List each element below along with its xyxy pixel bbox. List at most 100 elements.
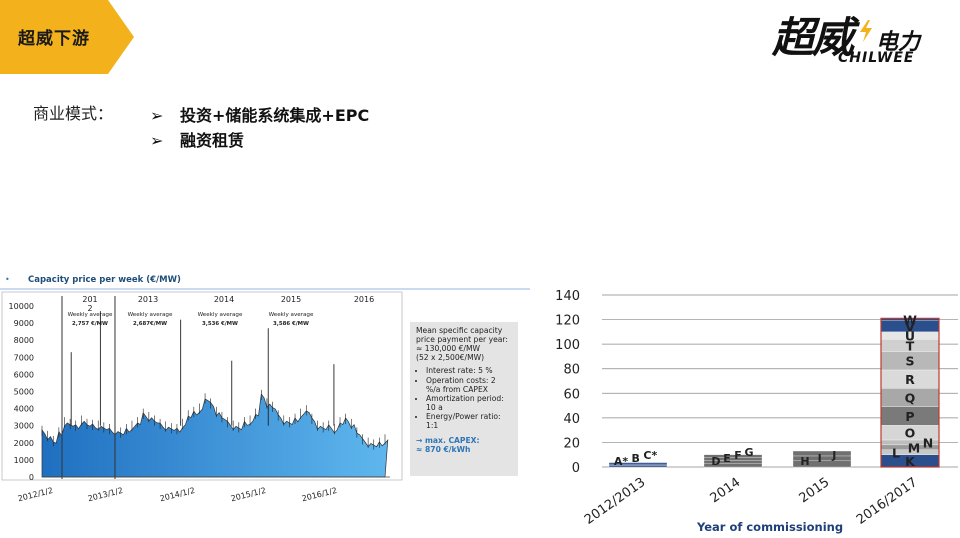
business-model-label: 商业模式： <box>33 104 114 123</box>
year-label-line: 2 <box>87 304 92 313</box>
segment-label: G <box>744 446 753 459</box>
bar-segment <box>703 454 763 458</box>
info-bullet: Amortization period: 10 a <box>426 394 512 412</box>
segment-label: I <box>818 452 822 465</box>
info-box: Mean specific capacity price payment per… <box>410 322 518 476</box>
segment-label: K <box>905 454 916 469</box>
segment-label: O <box>905 426 916 441</box>
y-tick-label: 120 <box>555 314 580 329</box>
y-tick-label: 0 <box>29 473 34 482</box>
area-series <box>41 393 389 478</box>
y-tick-label: 0 <box>572 461 580 476</box>
year-label-line: 2013 <box>138 295 158 304</box>
business-item-2: ➢ 融资租赁 <box>150 127 244 151</box>
info-capex-line-2: ≈ 870 €/kWh <box>416 445 471 455</box>
info-bullet: Interest rate: 5 % <box>426 366 512 375</box>
segment-label: B <box>631 452 639 465</box>
y-tick-label: 3000 <box>14 422 34 431</box>
year-label-line: 2014 <box>214 295 234 304</box>
year-label-line: 2015 <box>281 295 301 304</box>
section-tag-label: 超威下游 <box>18 29 90 49</box>
business-item-1: ➢ 投资+储能系统集成+EPC <box>150 102 369 126</box>
x-tick-label: 2014 <box>708 475 744 506</box>
info-line-2: ≈ 130,000 €/MW <box>416 344 481 354</box>
segment-label: L <box>892 445 900 460</box>
y-tick-label: 8000 <box>14 336 34 345</box>
weekly-average-value: 3,536 €/MW <box>202 321 238 327</box>
weekly-average-label: Weekly average <box>269 312 314 318</box>
y-tick-label: 100 <box>555 338 580 353</box>
segment-label: H <box>800 455 809 468</box>
section-tag <box>0 0 134 74</box>
bar-segment <box>608 462 668 465</box>
y-tick-label: 1000 <box>14 456 34 465</box>
segment-label: W <box>903 313 917 328</box>
chart-title: Capacity price per week (€/MW) <box>28 275 181 285</box>
y-tick-label: 60 <box>563 387 580 402</box>
arrow-bullet-icon: ➢ <box>150 131 164 150</box>
weekly-average-value: 2,757 €/MW <box>72 321 108 327</box>
segment-label: J <box>831 449 836 462</box>
y-tick-label: 2000 <box>14 439 34 448</box>
info-capex-line-1: → max. CAPEX: <box>416 436 480 446</box>
chart-title-bullet: • <box>5 275 10 284</box>
segment-label: Q <box>905 391 916 406</box>
segment-label: E <box>723 452 731 465</box>
segment-label: T <box>906 338 915 353</box>
y-tick-label: 140 <box>555 289 580 304</box>
info-bullets: Interest rate: 5 % Operation costs: 2 %/… <box>416 366 512 430</box>
segment-label: U <box>905 329 915 344</box>
weekly-average-label: Weekly average <box>68 312 113 318</box>
year-label: 2015 <box>281 295 301 304</box>
lightning-bolt-icon <box>860 20 872 42</box>
x-axis-label: Year of commissioning <box>696 520 843 534</box>
arrow-bullet-icon: ➢ <box>150 106 164 125</box>
segment-label: V <box>905 319 915 334</box>
segment-label: P <box>905 409 914 424</box>
business-item-text: 投资+储能系统集成+EPC <box>180 106 370 125</box>
x-tick-label: 2015/1/2 <box>230 486 267 503</box>
segment-label: C* <box>643 449 657 462</box>
x-tick-label: 2016/2017 <box>854 475 920 528</box>
segment-label: R <box>905 372 915 387</box>
weekly-average-value: 3,586 €/MW <box>273 321 309 327</box>
year-label: 2014 <box>214 295 234 304</box>
year-label-line: 2016 <box>354 295 374 304</box>
business-item-text: 融资租赁 <box>180 131 245 150</box>
y-tick-label: 4000 <box>14 405 34 414</box>
section-tag-shape <box>0 0 134 74</box>
info-bullet: Operation costs: 2 %/a from CAPEX <box>426 376 512 394</box>
year-label-line: 201 <box>82 295 97 304</box>
y-tick-label: 40 <box>563 412 580 427</box>
year-label: 2016 <box>354 295 374 304</box>
x-tick-label: 2015 <box>797 475 833 506</box>
y-tick-label: 6000 <box>14 370 34 379</box>
segment-label: A* <box>614 455 629 468</box>
logo-en: CHILWEE <box>838 50 915 66</box>
logo-cn-main: 超威 <box>772 13 854 62</box>
bar-highlight-border <box>880 317 940 468</box>
y-tick-label: 9000 <box>14 319 34 328</box>
x-tick-label: 2012/1/2 <box>17 486 54 503</box>
weekly-average-label: Weekly average <box>128 312 173 318</box>
chart-frame <box>1 291 403 481</box>
info-capex: → max. CAPEX: ≈ 870 €/kWh <box>416 436 512 454</box>
y-tick-label: 80 <box>563 363 580 378</box>
segment-label: F <box>734 449 742 462</box>
y-tick-label: 10000 <box>9 302 34 311</box>
segment-label: D <box>711 455 720 468</box>
info-line-1: Mean specific capacity price payment per… <box>416 326 508 345</box>
info-bullet: Energy/Power ratio: 1:1 <box>426 412 512 430</box>
bar-segment <box>792 450 852 457</box>
x-tick-label: 2014/1/2 <box>159 486 196 503</box>
segment-label: M <box>908 440 920 455</box>
y-tick-label: 7000 <box>14 353 34 362</box>
weekly-average-value: 2,687€/MW <box>133 321 167 327</box>
x-tick-label: 2013/1/2 <box>87 486 124 503</box>
x-tick-label: 2016/1/2 <box>301 486 338 503</box>
y-tick-label: 20 <box>563 436 580 451</box>
year-label: 2013 <box>138 295 158 304</box>
year-label: 201 2 <box>82 295 97 313</box>
info-line-3: (52 x 2,500€/MW) <box>416 353 485 363</box>
logo-cn-sub: 电力 <box>876 30 921 55</box>
